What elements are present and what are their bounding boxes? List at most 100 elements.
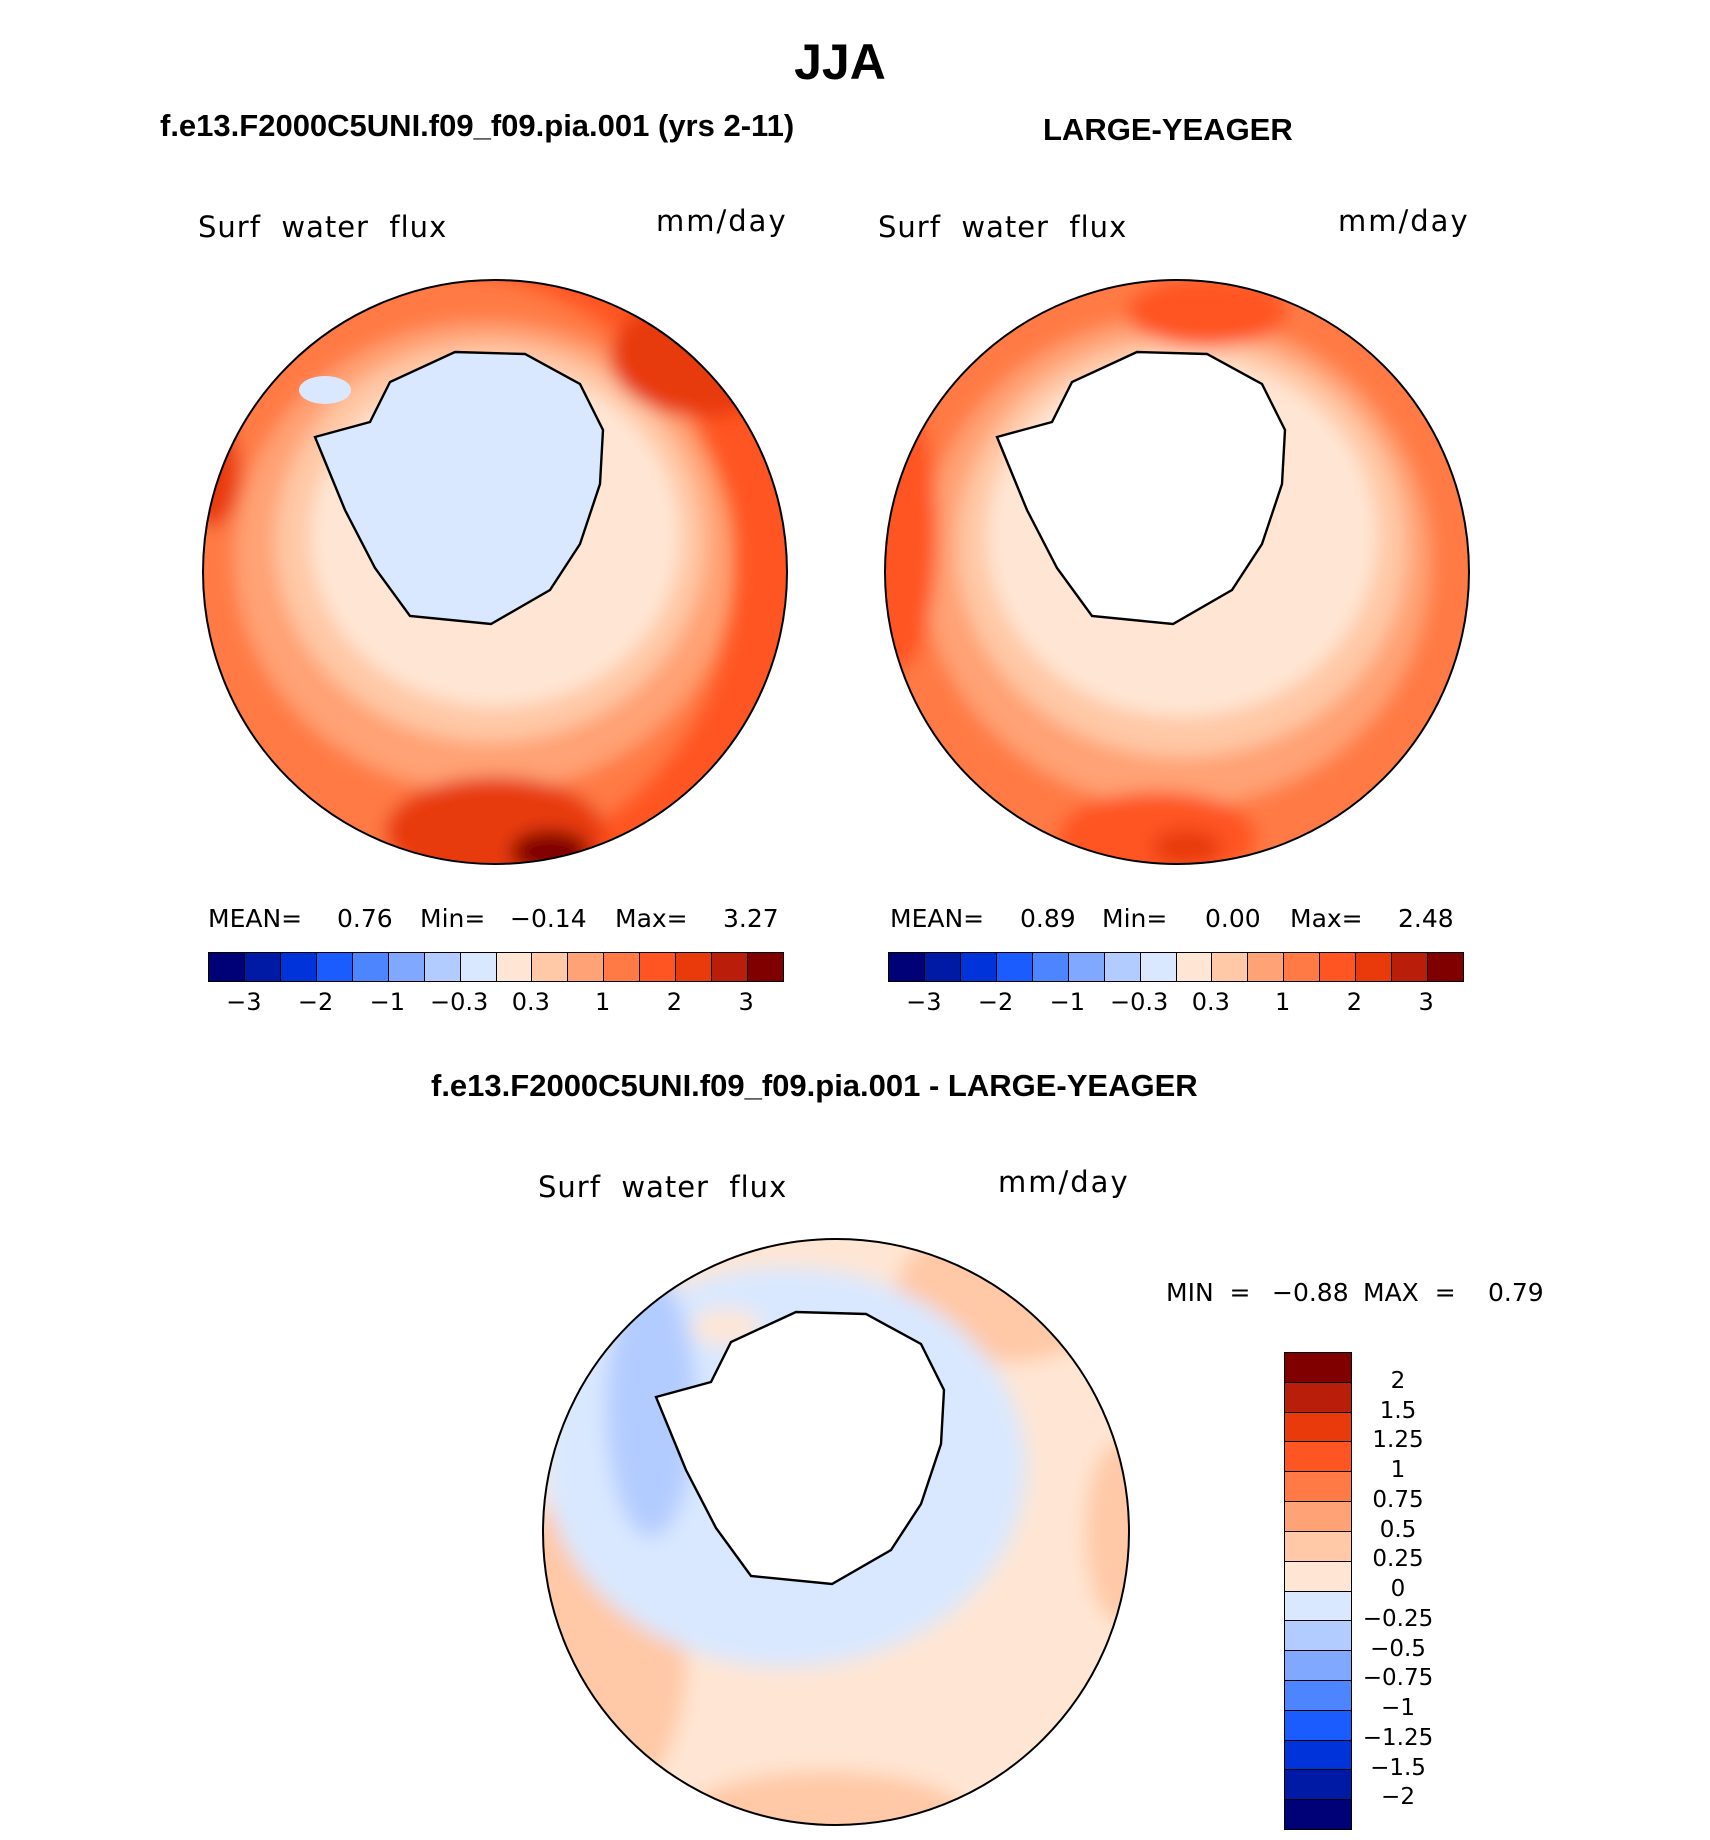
colorbar-swatch [1285, 1740, 1351, 1771]
colorbar-swatch [1212, 953, 1249, 981]
panel3-polar-map [542, 1238, 1130, 1826]
panel2-min-label: Min= [1102, 904, 1168, 933]
colorbar-tick-label: −0.25 [1362, 1605, 1434, 1632]
colorbar-swatch [1248, 953, 1285, 981]
colorbar-swatch [1285, 1621, 1351, 1652]
colorbar-tick-label: 3 [1418, 988, 1434, 1016]
colorbar-swatch [1285, 1412, 1351, 1443]
colorbar-swatch [1285, 1442, 1351, 1473]
colorbar-swatch [1285, 1680, 1351, 1711]
panel2-colorbar [888, 952, 1464, 982]
colorbar-swatch [316, 953, 353, 981]
panel1-colorbar [208, 952, 784, 982]
panel3-blob-e [1086, 1442, 1129, 1622]
colorbar-tick-label: 2 [666, 988, 683, 1016]
colorbar-swatch [532, 953, 569, 981]
panel1-max-value: 3.27 [723, 904, 779, 933]
panel1-mean-label: MEAN= [208, 904, 303, 933]
colorbar-swatch [748, 953, 783, 981]
colorbar-swatch [1285, 1531, 1351, 1562]
colorbar-swatch [1285, 1353, 1351, 1383]
panel1-land-fill [315, 352, 603, 624]
panel2-colorbar-ticks: −3 −2 −1 −0.3 0.3 1 2 3 [888, 988, 1462, 1020]
colorbar-tick-label: −1.5 [1370, 1754, 1426, 1781]
obs-title: LARGE-YEAGER [1043, 112, 1293, 147]
colorbar-tick-label: −0.3 [1109, 988, 1169, 1016]
colorbar-tick-label: −0.5 [1370, 1635, 1426, 1662]
colorbar-swatch [244, 953, 281, 981]
panel3-blob-s [686, 1772, 966, 1825]
colorbar-tick-label: 2 [1390, 1367, 1406, 1394]
colorbar-swatch [1284, 953, 1321, 981]
panel2-max-value: 2.48 [1398, 904, 1454, 933]
colorbar-tick-label: −1.25 [1362, 1724, 1434, 1751]
panel2-land-fill [997, 352, 1285, 624]
colorbar-swatch [1285, 1651, 1351, 1681]
panel1-units-label: mm/day [656, 204, 788, 238]
colorbar-tick-label: 1.5 [1379, 1397, 1417, 1424]
panel1-colorbar-ticks: −3 −2 −1 −0.3 0.3 1 2 3 [208, 988, 782, 1020]
colorbar-swatch [460, 953, 497, 981]
panel3-min-value: −0.88 [1272, 1278, 1349, 1307]
colorbar-swatch [1285, 1472, 1351, 1503]
panel3-max-label: MAX = [1363, 1278, 1456, 1307]
colorbar-tick-label: −3 [226, 988, 262, 1016]
panel3-coastline [654, 1310, 946, 1586]
colorbar-swatch [352, 953, 389, 981]
panel3-map-boundary [542, 1238, 1130, 1826]
colorbar-tick-label: −1 [369, 988, 406, 1016]
colorbar-swatch [1285, 1800, 1351, 1829]
panel1-coastline [313, 350, 605, 626]
colorbar-swatch [424, 953, 461, 981]
colorbar-tick-label: −2 [977, 988, 1014, 1016]
colorbar-swatch [388, 953, 425, 981]
colorbar-swatch [496, 953, 533, 981]
panel2-mean-label: MEAN= [890, 904, 985, 933]
colorbar-swatch [1285, 1770, 1351, 1801]
colorbar-swatch [924, 953, 961, 981]
colorbar-tick-label: 0.3 [1191, 988, 1230, 1016]
colorbar-tick-label: 3 [738, 988, 754, 1016]
colorbar-tick-label: −0.75 [1362, 1665, 1434, 1692]
colorbar-tick-label: 1 [1390, 1457, 1406, 1483]
panel2-blob-n [1127, 280, 1287, 347]
colorbar-tick-label: 0.25 [1372, 1546, 1424, 1573]
colorbar-swatch [1104, 953, 1141, 981]
season-title: JJA [794, 34, 886, 90]
panel1-map-boundary [202, 279, 788, 865]
panel2-variable-label: Surf water flux [878, 210, 1128, 244]
colorbar-swatch [280, 953, 317, 981]
panel2-polar-map [884, 279, 1470, 865]
colorbar-swatch [1285, 1502, 1351, 1532]
colorbar-swatch [568, 953, 605, 981]
panel2-blob-s-dark [1152, 829, 1222, 864]
model-case-title: f.e13.F2000C5UNI.f09_f09.pia.001 (yrs 2-… [160, 108, 795, 143]
colorbar-swatch [1428, 953, 1463, 981]
colorbar-tick-label: −0.3 [429, 988, 489, 1016]
colorbar-swatch [1176, 953, 1213, 981]
panel1-blob-ne [610, 297, 787, 417]
colorbar-tick-label: 0.75 [1372, 1486, 1424, 1513]
panel2-map-boundary [884, 279, 1470, 865]
panel1-max-label: Max= [615, 904, 688, 933]
colorbar-swatch [1285, 1382, 1351, 1413]
panel1-mean-value: 0.76 [337, 904, 393, 933]
panel2-mean-value: 0.89 [1020, 904, 1076, 933]
colorbar-tick-label: −2 [297, 988, 334, 1016]
panel1-min-value: −0.14 [510, 904, 587, 933]
colorbar-tick-label: −3 [906, 988, 942, 1016]
difference-title: f.e13.F2000C5UNI.f09_f09.pia.001 - LARGE… [431, 1068, 1198, 1103]
panel2-min-value: 0.00 [1205, 904, 1261, 933]
colorbar-tick-label: 1 [594, 988, 611, 1016]
colorbar-swatch [1392, 953, 1429, 981]
panel3-units-label: mm/day [998, 1165, 1130, 1199]
panel3-colorbar [1284, 1352, 1352, 1830]
panel1-icepatch [299, 376, 351, 404]
colorbar-swatch [889, 953, 925, 981]
panel3-land-fill [656, 1312, 944, 1584]
colorbar-tick-label: 0 [1390, 1576, 1406, 1602]
colorbar-tick-label: −1 [1381, 1695, 1415, 1721]
colorbar-swatch [209, 953, 245, 981]
colorbar-swatch [1032, 953, 1069, 981]
colorbar-tick-label: 0.5 [1379, 1516, 1417, 1543]
